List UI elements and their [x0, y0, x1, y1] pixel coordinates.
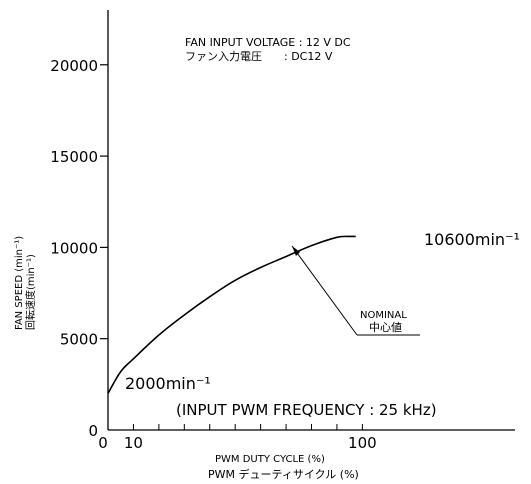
- nominal-label: NOMINAL: [360, 310, 407, 321]
- frequency-note: (INPUT PWM FREQUENCY : 25 kHz): [176, 401, 437, 419]
- y-tick-label: 15000: [50, 148, 98, 166]
- y-axis-label: FAN SPEED (min⁻¹): [14, 236, 25, 330]
- y-axis-label-jp: 回転速度(min⁻¹): [24, 254, 37, 330]
- y-tick-label: 0: [88, 422, 98, 440]
- x-tick-label: 10: [124, 434, 143, 452]
- header-line-2: ファン入力電圧 : DC12 V: [185, 50, 333, 63]
- y-tick-label: 20000: [50, 57, 98, 75]
- y-tick-label: 10000: [50, 239, 98, 257]
- x-axis-label-jp: PWM デューティサイクル (%): [208, 467, 359, 481]
- header-line-1: FAN INPUT VOLTAGE : 12 V DC: [185, 36, 351, 49]
- start-label: 2000min⁻¹: [125, 374, 211, 393]
- x-axis-label: PWM DUTY CYCLE (%): [215, 454, 325, 465]
- series-line: [107, 235, 356, 394]
- y-ticks: 0 5000 10000 15000 20000: [50, 57, 108, 440]
- x-tick-label: 100: [348, 434, 377, 452]
- x-ticks: 0 10 100: [98, 424, 377, 452]
- nominal-label-jp: 中心値: [369, 321, 402, 334]
- nominal-leader: [291, 245, 358, 336]
- nominal-arrowhead: [292, 246, 300, 256]
- end-label: 10600min⁻¹: [424, 230, 520, 249]
- y-tick-label: 5000: [60, 331, 98, 349]
- x-tick-label: 0: [98, 434, 108, 452]
